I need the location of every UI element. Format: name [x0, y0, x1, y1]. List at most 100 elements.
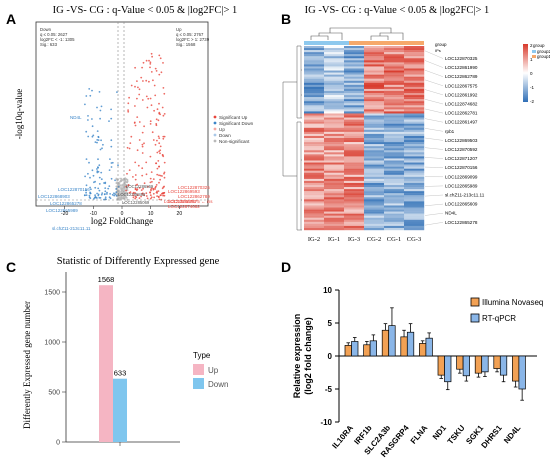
heatmap-cell — [304, 131, 325, 135]
heatmap-cell — [364, 52, 385, 55]
heatmap-cell — [364, 168, 385, 171]
heatmap-cell — [364, 172, 385, 175]
volcano-point — [149, 66, 151, 69]
volcano-x-tick-label: 0 — [121, 211, 124, 217]
volcano-point — [152, 192, 155, 195]
heatmap-cell — [364, 103, 385, 106]
heatmap-cell — [304, 172, 325, 175]
heatmap-cell — [324, 78, 345, 81]
heatmap-cell — [404, 146, 425, 149]
heatmap-cell — [384, 76, 405, 79]
heatmap-cell — [384, 101, 405, 104]
volcano-point — [120, 197, 123, 200]
heatmap-cell — [384, 52, 405, 55]
heatmap-cell — [384, 60, 405, 63]
volcano-point — [120, 192, 122, 195]
volcano-point — [95, 196, 97, 199]
heatmap-row-label: LOC122870592 — [445, 147, 478, 152]
volcano-point — [106, 191, 108, 194]
heatmap-cell — [364, 64, 385, 67]
volcano-point — [149, 155, 152, 158]
heatmap-row-label: LOC122862789 — [445, 74, 478, 79]
volcano-point — [103, 193, 106, 196]
heatmap-cell — [364, 219, 385, 223]
legend-down: Down — [219, 133, 231, 138]
heatmap-row-label: rpb1 — [445, 129, 455, 134]
group2-swatch — [532, 50, 536, 53]
heatmap-col-label: IG-2 — [308, 236, 320, 243]
heatmap-cell — [304, 103, 325, 106]
heatmap-cell — [404, 225, 425, 229]
heatmap-cell — [324, 182, 345, 186]
heatmap-cell — [324, 215, 345, 218]
heatmap-cell — [384, 195, 405, 198]
volcano-point — [162, 192, 164, 195]
heatmap-cell — [404, 148, 425, 151]
heatmap-cell — [324, 119, 345, 122]
heatmap-cell — [364, 50, 385, 53]
volcano-point — [91, 135, 94, 138]
volcano-point — [89, 186, 91, 189]
bar-d-bar — [400, 336, 408, 357]
heatmap-cells — [304, 46, 425, 231]
heatmap-cell — [384, 99, 405, 102]
ann-down-2: log2FC < -1: 1305 — [40, 37, 75, 42]
volcano-point — [150, 52, 153, 55]
panel-letter-a: A — [6, 11, 16, 27]
volcano-point — [97, 170, 100, 173]
panel-letter-b: B — [281, 11, 291, 27]
heatmap-cell — [304, 140, 325, 143]
volcano-point — [141, 131, 144, 134]
heatmap-cell — [344, 84, 365, 88]
annotation-down: Down q ≤ 0.05: 2627 log2FC < -1: 1305 Si… — [40, 27, 75, 47]
volcano-point — [134, 105, 136, 107]
heatmap-cell — [364, 131, 385, 135]
bar-d-y-tick-label: -5 — [325, 385, 333, 394]
heatmap-cell — [344, 105, 365, 108]
heatmap-cell — [324, 60, 345, 63]
heatmap-cell — [384, 103, 405, 106]
heatmap-cell — [344, 168, 365, 171]
heatmap-cell — [344, 187, 365, 190]
heatmap-cell — [304, 93, 325, 96]
heatmap-cell — [364, 170, 385, 173]
heatmap-cell — [364, 80, 385, 83]
volcano-point — [134, 178, 137, 181]
heatmap-col-label: IG-1 — [328, 236, 340, 243]
heatmap-cell — [404, 195, 425, 198]
heatmap-cell — [324, 111, 345, 114]
heatmap-cell — [324, 193, 345, 196]
heatmap-cell — [384, 68, 405, 71]
heatmap-cell — [364, 215, 385, 218]
bar-d-bar — [444, 355, 452, 383]
heatmap-cell — [344, 211, 365, 214]
volcano-point — [130, 135, 133, 138]
heatmap-cell — [364, 95, 385, 98]
heatmap-cell — [324, 213, 345, 216]
heatmap-cell — [404, 72, 425, 75]
heatmap-cell — [404, 125, 425, 128]
legend-up-swatch — [193, 364, 204, 375]
heatmap-cell — [304, 195, 325, 198]
heatmap-cell — [364, 88, 385, 92]
volcano-point — [97, 187, 100, 190]
heatmap-cell — [344, 113, 365, 116]
heatmap-cell — [384, 86, 405, 90]
volcano-point — [129, 142, 132, 145]
heatmap-cell — [384, 150, 405, 153]
heatmap-cell — [344, 191, 365, 194]
heatmap-cell — [304, 129, 325, 133]
heatmap-cell — [324, 50, 345, 53]
heatmap-row-leader — [424, 60, 444, 68]
heatmap-row-leader — [424, 89, 444, 96]
volcano-point — [121, 185, 123, 188]
heatmap-cell — [344, 180, 365, 184]
volcano-point — [104, 187, 107, 190]
heatmap-cell — [324, 223, 345, 227]
volcano-point — [141, 145, 144, 148]
heatmap-cell — [364, 221, 385, 225]
volcano-point — [94, 186, 97, 189]
volcano-point — [91, 118, 93, 120]
group1-label: group1 — [537, 54, 550, 59]
